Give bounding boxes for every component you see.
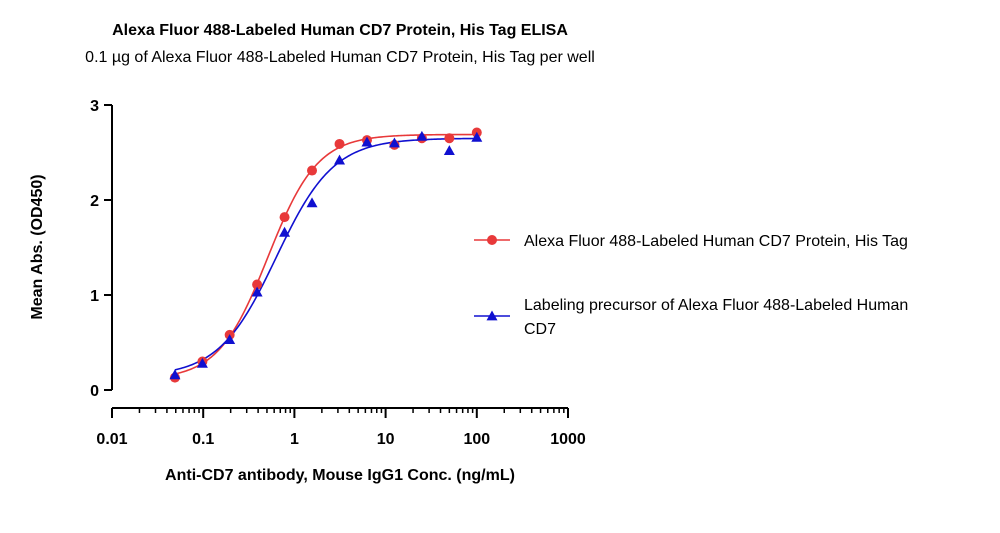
x-tick-label: 1000	[550, 431, 586, 448]
data-point-circle	[252, 279, 263, 290]
legend-label-1: Alexa Fluor 488-Labeled Human CD7 Protei…	[524, 233, 908, 250]
data-point-circle	[279, 212, 290, 223]
y-tick-label: 2	[90, 193, 99, 210]
axes: 0 1 2 3 0.01 0.1 1 10 100 1000	[90, 98, 586, 448]
fit-curve-series-1	[174, 133, 477, 375]
data-point-triangle	[334, 154, 346, 165]
x-tick-label: 100	[463, 431, 490, 448]
data-points	[169, 127, 483, 383]
legend-label-2: Labeling precursor of Alexa Fluor 488-La…	[524, 297, 908, 338]
x-tick-label: 1	[290, 431, 299, 448]
chart-subtitle: 0.1 µg of Alexa Fluor 488-Labeled Human …	[85, 49, 595, 66]
data-point-circle	[444, 133, 455, 144]
fit-curve-series-2	[174, 137, 477, 371]
y-tick-label: 3	[90, 98, 99, 115]
data-point-triangle	[196, 357, 208, 368]
data-point-triangle	[443, 145, 455, 155]
data-point-triangle	[251, 286, 263, 297]
fit-curves	[174, 133, 477, 375]
data-point-triangle	[306, 197, 318, 208]
y-tick-label: 0	[90, 383, 99, 400]
x-axis-label: Anti-CD7 antibody, Mouse IgG1 Conc. (ng/…	[165, 467, 515, 484]
data-point-circle	[334, 138, 345, 149]
data-point-triangle	[361, 136, 373, 147]
data-point-triangle	[388, 137, 400, 148]
x-tick-label: 0.1	[192, 431, 214, 448]
x-tick-label: 10	[377, 431, 395, 448]
legend: Alexa Fluor 488-Labeled Human CD7 Protei…	[474, 233, 908, 338]
legend-marker-circle	[487, 235, 497, 245]
data-point-triangle	[471, 131, 483, 142]
data-point-circle	[307, 165, 318, 176]
y-tick-label: 1	[90, 288, 99, 305]
data-point-triangle	[224, 334, 236, 345]
legend-marker-triangle	[486, 310, 498, 321]
x-tick-label: 0.01	[96, 431, 127, 448]
chart-title: Alexa Fluor 488-Labeled Human CD7 Protei…	[112, 22, 568, 39]
data-point-triangle	[279, 226, 291, 237]
data-point-triangle	[416, 130, 428, 141]
y-axis-label: Mean Abs. (OD450)	[29, 174, 46, 319]
data-point-triangle	[169, 369, 181, 380]
